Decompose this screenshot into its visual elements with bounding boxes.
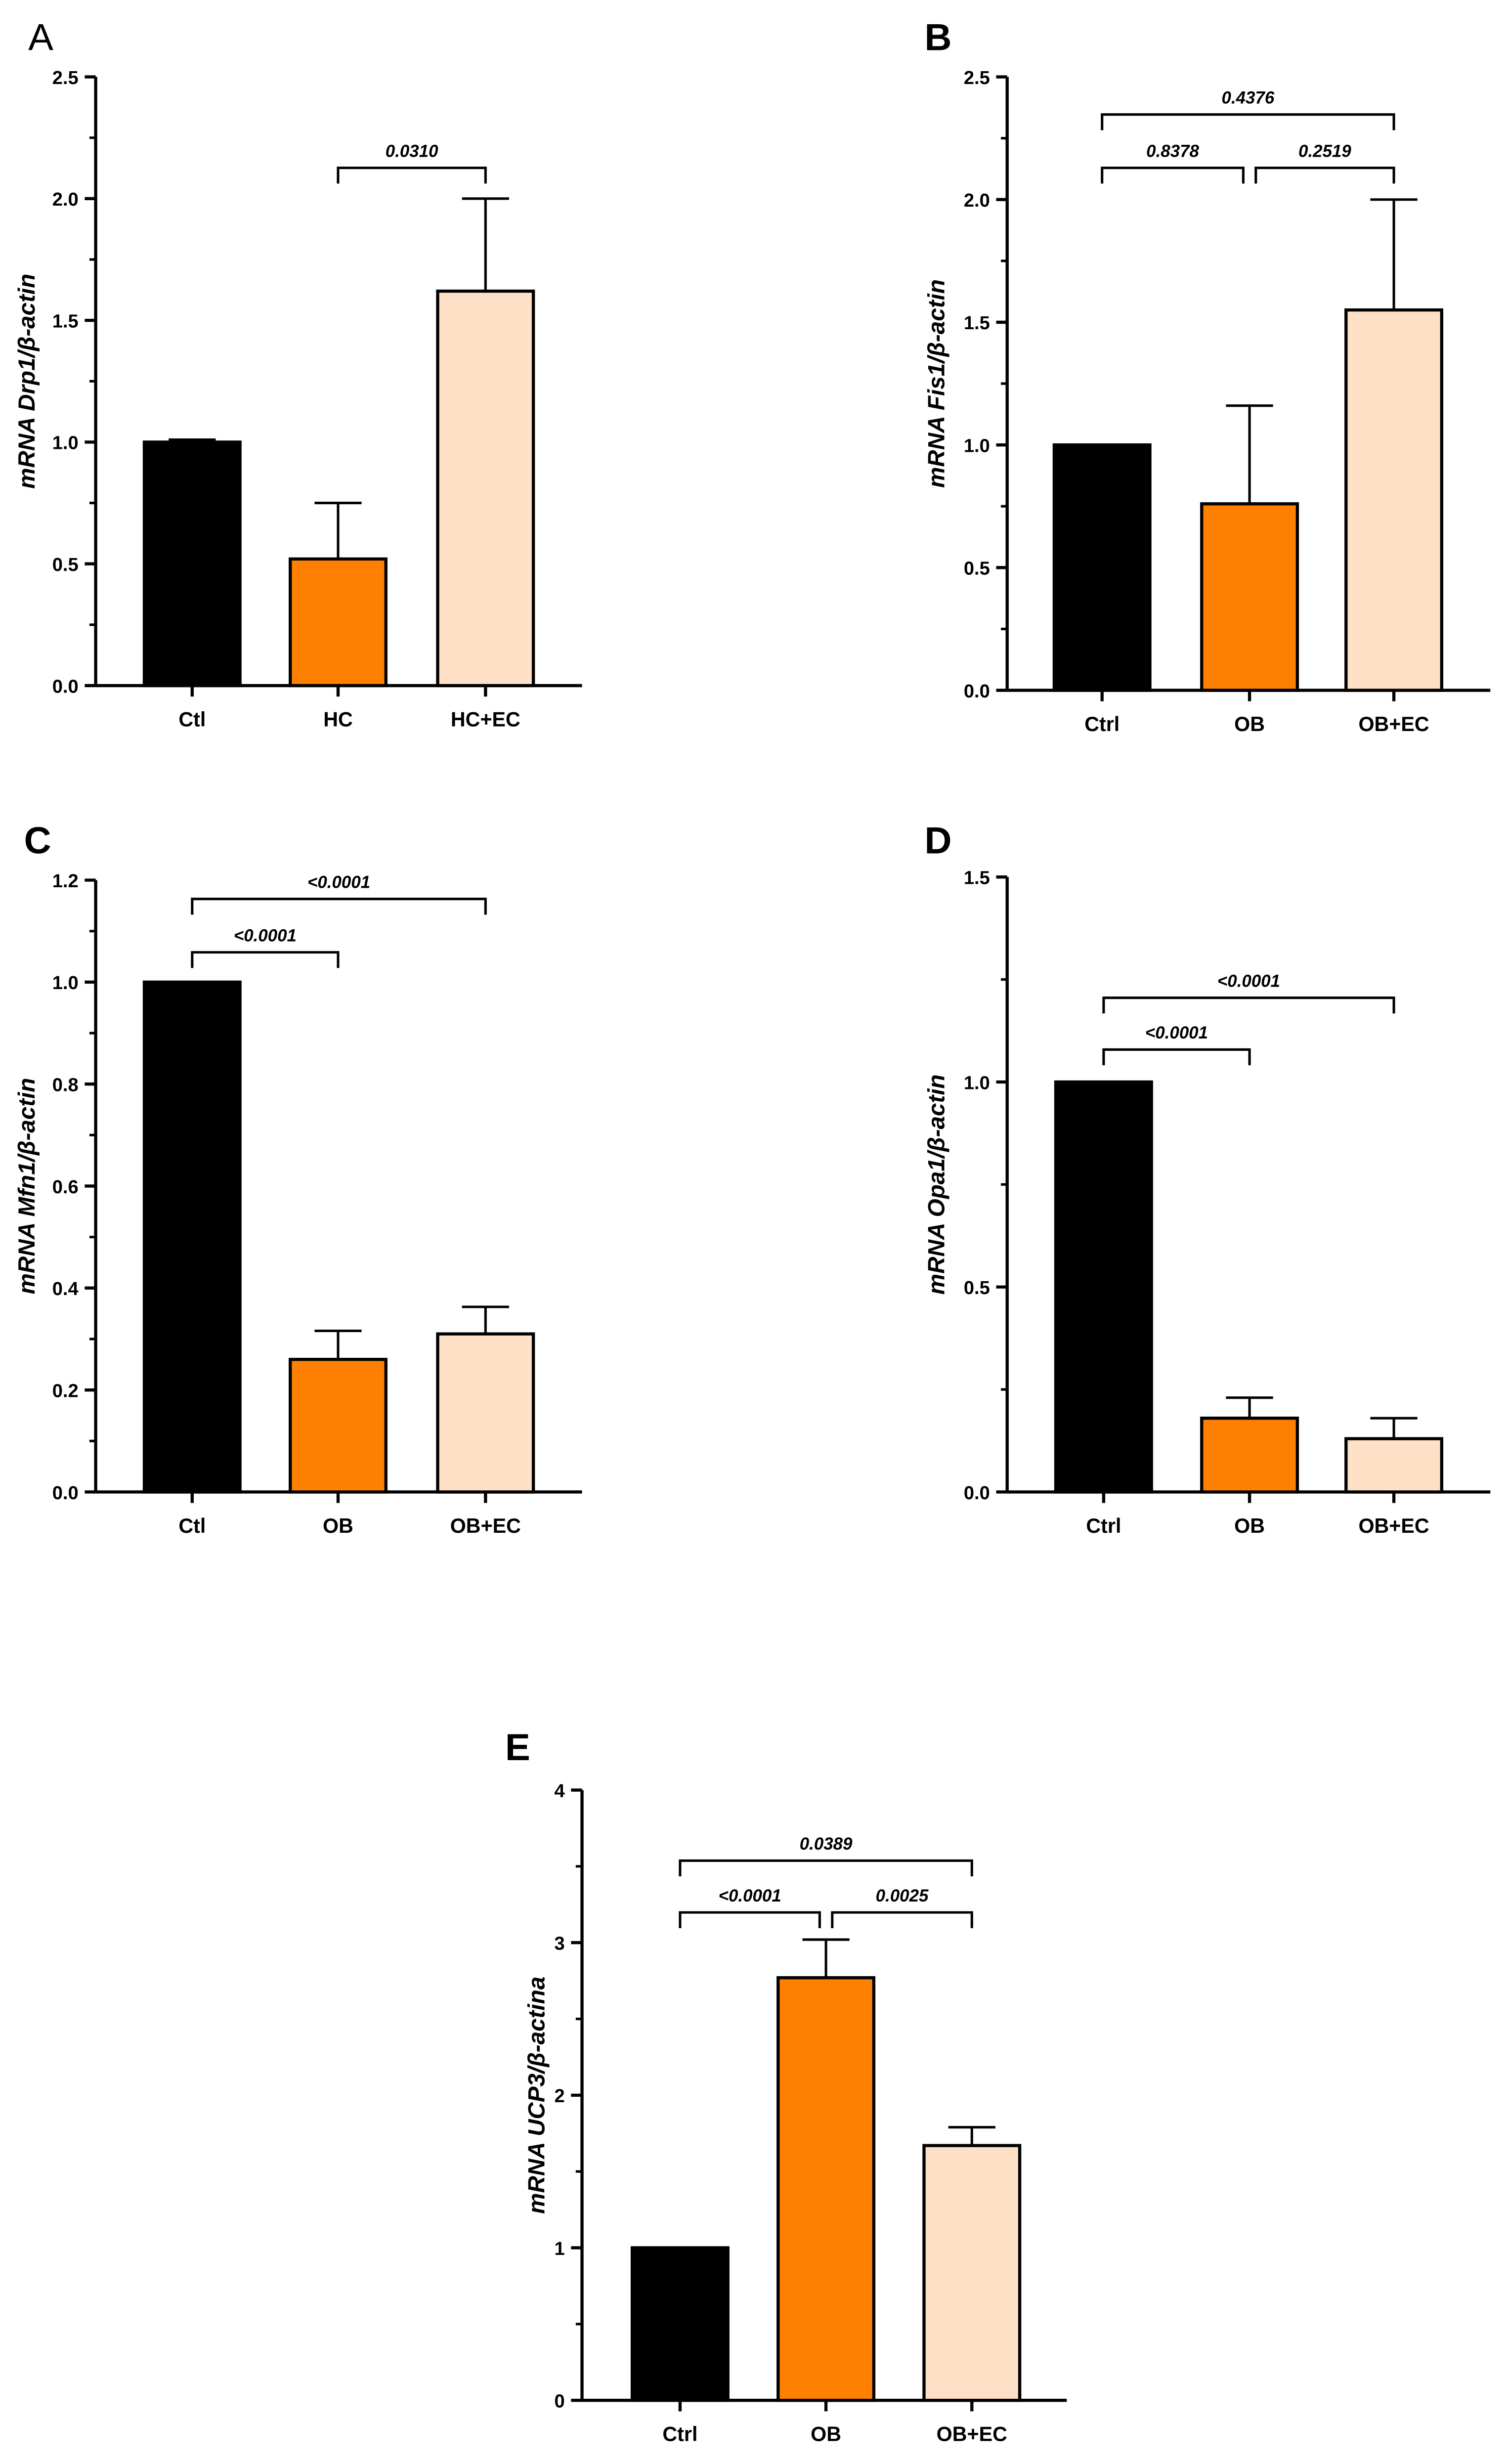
bar-ob-ec bbox=[1344, 1437, 1444, 1494]
bar-ob-ec bbox=[1344, 308, 1444, 692]
bar-ob bbox=[1200, 502, 1299, 692]
y-tick-label: 1.0 bbox=[964, 435, 990, 456]
y-tick-label: 0.4 bbox=[52, 1279, 79, 1299]
y-tick-label: 1.2 bbox=[52, 871, 79, 892]
y-tick-label: 2.0 bbox=[964, 190, 990, 211]
chart-b: B 0.0 0.5 1.0 1.5 2.0 2.5 mRNA Fis1/β-actin Ctrl… bbox=[924, 17, 1491, 735]
bar-hc-ec bbox=[436, 289, 535, 688]
bar-ctrl bbox=[1052, 443, 1152, 692]
p-value-label: <0.0001 bbox=[1145, 1023, 1208, 1042]
category-label: HC+EC bbox=[451, 708, 520, 731]
bar-ctrl bbox=[630, 2246, 730, 2402]
y-tick-label: 0.0 bbox=[52, 1483, 79, 1504]
y-tick-label: 1.0 bbox=[52, 973, 79, 994]
y-tick-label: 1 bbox=[554, 2239, 564, 2259]
category-label: Ctl bbox=[178, 708, 206, 731]
y-axis-label: mRNA Mfn1/β-actin bbox=[14, 1078, 40, 1295]
significance-bracket bbox=[679, 1911, 821, 1928]
p-value-label: <0.0001 bbox=[307, 872, 370, 892]
y-axis-label: mRNA UCP3/β-actina bbox=[523, 1977, 550, 2214]
bar-ctl bbox=[142, 440, 242, 688]
y-tick-label: 0.2 bbox=[52, 1381, 79, 1401]
y-axis-label: mRNA Fis1/β-actin bbox=[924, 279, 950, 488]
chart-c: C 0.0 0.2 0.4 0.6 0.8 1.0 1.2 mRNA Mfn1/β-actin C… bbox=[14, 820, 582, 1537]
y-tick-label: 0.8 bbox=[52, 1075, 79, 1096]
category-label: OB bbox=[1234, 713, 1265, 735]
panel-letter: D bbox=[925, 820, 952, 862]
chart-d: D 0.0 0.5 1.0 1.5 mRNA Opa1/β-actin Ctrl OB OB+E… bbox=[924, 820, 1491, 1537]
category-label: OB bbox=[1234, 1514, 1265, 1537]
y-tick-label: 3 bbox=[554, 1933, 564, 1954]
y-tick-label: 1.5 bbox=[964, 868, 990, 889]
y-tick-label: 2.5 bbox=[964, 68, 990, 88]
bar-ctrl bbox=[1054, 1080, 1153, 1494]
panel-letter: E bbox=[505, 1727, 530, 1769]
p-value-label: 0.0389 bbox=[800, 1834, 853, 1854]
y-tick-label: 0.0 bbox=[52, 676, 79, 697]
significance-bracket bbox=[1102, 996, 1395, 1014]
panel-letter: A bbox=[28, 17, 53, 59]
bar-ob bbox=[776, 1976, 876, 2402]
p-value-label: 0.2519 bbox=[1298, 141, 1351, 161]
y-tick-label: 2.0 bbox=[52, 189, 79, 210]
y-tick-label: 0.0 bbox=[964, 1483, 990, 1504]
p-value-label: <0.0001 bbox=[234, 926, 297, 945]
y-tick-label: 4 bbox=[554, 1781, 564, 1802]
y-tick-label: 0.0 bbox=[964, 681, 990, 702]
bar-ctl bbox=[142, 980, 242, 1494]
bar-ob bbox=[1200, 1416, 1299, 1494]
y-tick-label: 0 bbox=[554, 2391, 564, 2412]
significance-bracket bbox=[679, 1859, 973, 1877]
y-tick-label: 2 bbox=[554, 2086, 564, 2107]
y-tick-label: 1.0 bbox=[52, 433, 79, 454]
category-label: OB bbox=[811, 2423, 841, 2446]
y-tick-label: 1.5 bbox=[52, 311, 79, 332]
category-label: Ctrl bbox=[662, 2423, 697, 2446]
significance-bracket bbox=[1101, 167, 1245, 184]
bar-ob bbox=[289, 1358, 388, 1494]
category-label: OB+EC bbox=[450, 1514, 521, 1537]
p-value-label: 0.0310 bbox=[386, 141, 438, 161]
category-label: OB+EC bbox=[1358, 713, 1429, 735]
category-label: Ctl bbox=[178, 1514, 206, 1537]
y-tick-label: 1.0 bbox=[964, 1073, 990, 1093]
p-value-label: 0.0025 bbox=[876, 1886, 929, 1905]
y-tick-label: 0.5 bbox=[964, 1278, 990, 1298]
p-value-label: 0.8378 bbox=[1146, 141, 1199, 161]
y-tick-label: 0.6 bbox=[52, 1177, 79, 1198]
y-axis-label: mRNA Opa1/β-actin bbox=[924, 1074, 950, 1295]
chart-e: E 0 1 2 3 4 mRNA UCP3/β-actina Ctrl OB OB+EC <0.00… bbox=[505, 1727, 1067, 2446]
significance-bracket bbox=[831, 1911, 973, 1928]
bar-ob-ec bbox=[922, 2144, 1022, 2402]
y-tick-label: 0.5 bbox=[964, 559, 990, 579]
bar-hc bbox=[289, 557, 388, 688]
bar-ob-ec bbox=[436, 1332, 535, 1494]
significance-bracket bbox=[1101, 113, 1395, 130]
significance-bracket bbox=[191, 898, 487, 915]
category-label: OB bbox=[323, 1514, 353, 1537]
p-value-label: <0.0001 bbox=[719, 1886, 781, 1905]
chart-a: A 0.0 0.5 1.0 1.5 2.0 2.5 mRNA Drp1/β-actin Ctl H… bbox=[14, 17, 582, 731]
category-label: OB+EC bbox=[1358, 1514, 1429, 1537]
y-tick-label: 2.5 bbox=[52, 68, 79, 88]
significance-bracket bbox=[191, 951, 340, 968]
significance-bracket bbox=[1102, 1048, 1251, 1066]
category-label: Ctrl bbox=[1086, 1514, 1121, 1537]
category-label: OB+EC bbox=[937, 2423, 1007, 2446]
y-tick-label: 0.5 bbox=[52, 555, 79, 575]
p-value-label: 0.4376 bbox=[1222, 88, 1275, 107]
y-axis-label: mRNA Drp1/β-actin bbox=[14, 274, 40, 489]
category-label: HC bbox=[323, 708, 353, 731]
panel-letter: C bbox=[24, 820, 51, 862]
significance-bracket bbox=[1254, 167, 1395, 184]
significance-bracket bbox=[337, 167, 487, 184]
y-tick-label: 1.5 bbox=[964, 313, 990, 334]
category-label: Ctrl bbox=[1084, 713, 1119, 735]
p-value-label: <0.0001 bbox=[1217, 971, 1280, 991]
panel-letter: B bbox=[925, 17, 952, 59]
